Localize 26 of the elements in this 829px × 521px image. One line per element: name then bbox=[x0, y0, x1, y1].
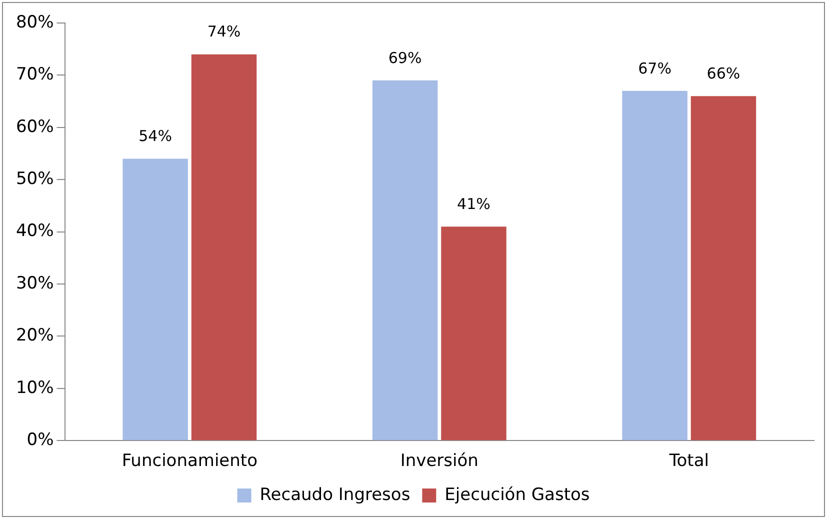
x-tick-label: Funcionamiento bbox=[122, 451, 258, 472]
bar bbox=[441, 226, 506, 440]
bar bbox=[622, 90, 688, 440]
data-label: 69% bbox=[388, 48, 422, 67]
data-label: 41% bbox=[457, 194, 490, 213]
y-tick-label: 10% bbox=[16, 378, 54, 398]
legend-label: Ejecución Gastos bbox=[444, 484, 590, 505]
y-tick-label: 50% bbox=[16, 169, 54, 190]
data-label: 74% bbox=[207, 22, 241, 41]
data-label: 67% bbox=[638, 59, 672, 78]
y-tick-label: 30% bbox=[16, 273, 54, 294]
y-tick-label: 70% bbox=[16, 64, 54, 85]
data-label: 54% bbox=[138, 127, 172, 146]
bar bbox=[122, 158, 188, 440]
legend-label: Recaudo Ingresos bbox=[260, 484, 410, 505]
y-tick-label: 40% bbox=[16, 221, 54, 242]
x-tick-label: Inversión bbox=[400, 451, 478, 472]
bar bbox=[690, 96, 756, 440]
y-tick-label: 20% bbox=[16, 326, 54, 346]
y-tick-label: 0% bbox=[26, 430, 54, 450]
data-label: 66% bbox=[706, 64, 740, 82]
bar bbox=[372, 80, 438, 440]
x-tick-label: Total bbox=[668, 451, 709, 472]
y-tick-label: 80% bbox=[16, 12, 54, 32]
y-tick-label: 60% bbox=[16, 116, 54, 137]
bar bbox=[191, 54, 257, 440]
